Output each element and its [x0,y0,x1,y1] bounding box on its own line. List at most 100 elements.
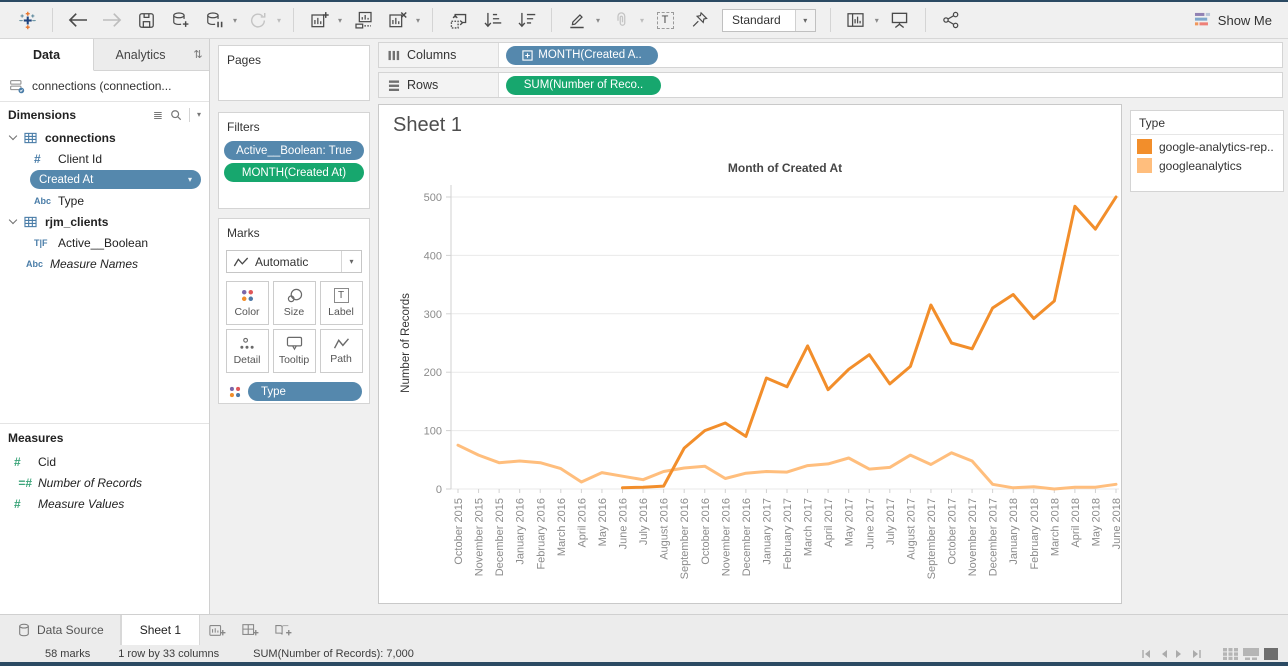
data-source-connection[interactable]: connections (connection... [0,71,209,102]
svg-text:March 2018: March 2018 [1049,498,1061,556]
filter-pill-month-created-at[interactable]: MONTH(Created At) [224,163,364,182]
sort-descending-icon[interactable] [512,6,540,34]
field-client-id[interactable]: # Client Id [0,148,209,169]
find-field-icon[interactable] [170,109,182,121]
columns-shelf[interactable]: Columns MONTH(Created A.. [378,42,1283,68]
color-legend[interactable]: Type google-analytics-rep.. googleanalyt… [1130,110,1284,192]
field-type[interactable]: Abc Type [0,190,209,211]
dimensions-menu-caret-icon[interactable]: ▾ [197,110,201,119]
sheet1-tab[interactable]: Sheet 1 [121,615,200,645]
detail-button-label: Detail [234,354,261,366]
new-dashboard-tab-button[interactable] [233,615,266,645]
svg-text:June 2018: June 2018 [1111,498,1121,549]
fit-selector-caret-icon[interactable]: ▾ [795,10,815,31]
next-page-icon[interactable] [1174,649,1184,659]
pause-auto-updates-caret-icon[interactable]: ▾ [233,16,241,25]
show-hide-cards-icon[interactable] [842,6,870,34]
svg-text:300: 300 [424,309,442,321]
save-icon[interactable] [132,6,160,34]
marks-card[interactable]: Marks Automatic ▾ Color Size T Label Det… [218,218,370,404]
svg-text:November 2015: November 2015 [474,498,486,576]
measure-measure-values[interactable]: # Measure Values [0,493,209,514]
legend-item[interactable]: googleanalytics [1131,154,1283,173]
pages-card[interactable]: Pages [218,45,370,101]
columns-pill-month-created-at[interactable]: MONTH(Created A.. [506,46,658,65]
color-encoding-icon[interactable] [228,385,242,399]
share-workbook-icon[interactable] [937,6,965,34]
type-encoding-pill[interactable]: Type [248,382,362,401]
new-worksheet-tab-button[interactable] [200,615,233,645]
previous-page-icon[interactable] [1159,649,1169,659]
created-at-pill[interactable]: Created At ▾ [30,170,201,189]
show-mark-labels-icon[interactable]: T [651,6,679,34]
mark-type-caret-icon[interactable]: ▾ [341,251,361,272]
tab-data[interactable]: Data [0,39,94,71]
measure-cid[interactable]: # Cid [0,451,209,472]
dimensions-header: Dimensions ≣ ▾ [0,102,209,127]
color-button[interactable]: Color [226,281,269,325]
highlight-pen-icon[interactable] [563,6,591,34]
pause-auto-updates-icon[interactable] [200,6,228,34]
mark-type-value: Automatic [249,255,341,269]
table-connections[interactable]: connections [0,127,209,148]
clear-sheet-icon[interactable] [383,6,411,34]
expand-field-icon[interactable] [522,50,533,61]
tooltip-icon [286,336,303,351]
detail-button[interactable]: Detail [226,329,269,373]
redo-icon[interactable] [98,6,126,34]
filters-card[interactable]: Filters Active__Boolean: True MONTH(Crea… [218,112,370,209]
run-auto-updates-icon[interactable] [244,6,272,34]
field-created-at[interactable]: Created At ▾ [0,169,209,190]
field-active-boolean[interactable]: T|F Active__Boolean [0,232,209,253]
mark-type-dropdown[interactable]: Automatic ▾ [226,250,362,273]
pane-sort-icon[interactable]: ⇅ [187,39,209,70]
svg-text:November 2017: November 2017 [967,498,979,576]
color-icon [240,288,255,303]
show-me-button[interactable]: Show Me [1188,12,1278,28]
new-story-tab-button[interactable] [266,615,299,645]
sort-ascending-icon[interactable] [478,6,506,34]
collapse-chevron-icon[interactable] [9,132,17,140]
data-source-tab[interactable]: Data Source [0,615,121,645]
tableau-logo-icon[interactable] [13,6,41,34]
legend-item[interactable]: google-analytics-rep.. [1131,135,1283,154]
path-button[interactable]: Path [320,329,363,373]
field-measure-names[interactable]: Abc Measure Names [0,253,209,274]
presentation-mode-icon[interactable] [886,6,914,34]
view-as-list-icon[interactable]: ≣ [153,108,163,122]
measure-number-of-records[interactable]: =# Number of Records [0,472,209,493]
fix-axes-pin-icon[interactable] [685,6,713,34]
group-members-paperclip-icon[interactable] [607,6,635,34]
label-button[interactable]: T Label [320,281,363,325]
size-button[interactable]: Size [273,281,316,325]
tab-analytics[interactable]: Analytics [94,39,187,70]
first-page-icon[interactable] [1140,649,1154,659]
svg-text:August 2016: August 2016 [659,498,671,560]
run-auto-updates-caret-icon[interactable]: ▾ [277,16,285,25]
undo-icon[interactable] [64,6,92,34]
pill-caret-icon[interactable]: ▾ [188,175,192,184]
tooltip-button[interactable]: Tooltip [273,329,316,373]
new-worksheet-icon[interactable] [305,6,333,34]
rows-shelf[interactable]: Rows SUM(Number of Reco.. [378,72,1283,98]
svg-text:0: 0 [436,484,442,496]
filter-pill-active-boolean[interactable]: Active__Boolean: True [224,141,364,160]
fit-selector[interactable]: Standard ▾ [722,9,816,32]
duplicate-sheet-icon[interactable] [349,6,377,34]
clear-sheet-caret-icon[interactable]: ▾ [416,16,424,25]
group-members-caret-icon[interactable]: ▾ [640,16,648,25]
rows-pill-sum-number-of-records[interactable]: SUM(Number of Reco.. [506,76,661,95]
table-rjm-clients[interactable]: rjm_clients [0,211,209,232]
swap-rows-columns-icon[interactable] [444,6,472,34]
new-data-source-icon[interactable] [166,6,194,34]
line-chart[interactable]: 0100200300400500October 2015November 201… [379,151,1121,603]
show-sheet-tabs-icon[interactable] [1223,648,1238,660]
last-page-icon[interactable] [1189,649,1203,659]
show-hide-cards-caret-icon[interactable]: ▾ [875,16,883,25]
new-worksheet-caret-icon[interactable]: ▾ [338,16,346,25]
show-filmstrip-icon[interactable] [1243,648,1259,660]
sheet-tab-bar: Data Source Sheet 1 [0,614,1288,645]
show-sheet-sorter-icon[interactable] [1264,648,1278,660]
collapse-chevron-icon[interactable] [9,216,17,224]
highlight-pen-caret-icon[interactable]: ▾ [596,16,604,25]
